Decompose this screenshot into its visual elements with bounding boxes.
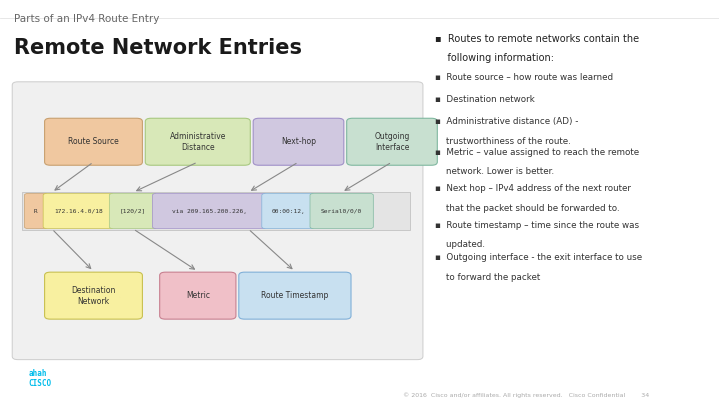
FancyBboxPatch shape	[12, 82, 423, 360]
Text: Next-hop: Next-hop	[281, 137, 316, 146]
Text: ▪  Administrative distance (AD) -: ▪ Administrative distance (AD) -	[435, 117, 579, 126]
Text: Route Timestamp: Route Timestamp	[261, 291, 328, 300]
FancyBboxPatch shape	[253, 118, 344, 165]
Text: trustworthiness of the route.: trustworthiness of the route.	[435, 137, 571, 146]
Text: that the packet should be forwarded to.: that the packet should be forwarded to.	[435, 204, 620, 213]
Text: Metric: Metric	[186, 291, 210, 300]
FancyBboxPatch shape	[347, 118, 437, 165]
Text: [120/2]: [120/2]	[120, 209, 146, 213]
Text: ahah
CISCO: ahah CISCO	[29, 369, 52, 388]
Text: updated.: updated.	[435, 240, 485, 249]
Text: Destination
Network: Destination Network	[71, 286, 116, 306]
Text: ▪  Next hop – IPv4 address of the next router: ▪ Next hop – IPv4 address of the next ro…	[435, 184, 631, 193]
FancyBboxPatch shape	[145, 118, 251, 165]
Text: ▪  Route source – how route was learned: ▪ Route source – how route was learned	[435, 73, 613, 82]
FancyBboxPatch shape	[22, 192, 410, 230]
FancyBboxPatch shape	[160, 272, 236, 319]
FancyBboxPatch shape	[45, 272, 143, 319]
Text: Outgoing
Interface: Outgoing Interface	[374, 132, 410, 152]
Text: following information:: following information:	[435, 53, 554, 63]
Text: Remote Network Entries: Remote Network Entries	[14, 38, 302, 58]
Text: 00:00:12,: 00:00:12,	[271, 209, 305, 213]
Text: Route Source: Route Source	[68, 137, 119, 146]
FancyBboxPatch shape	[262, 194, 315, 228]
FancyBboxPatch shape	[43, 194, 114, 228]
Text: 172.16.4.0/18: 172.16.4.0/18	[54, 209, 103, 213]
Text: Administrative
Distance: Administrative Distance	[170, 132, 226, 152]
Text: © 2016  Cisco and/or affiliates. All rights reserved.   Cisco Confidential      : © 2016 Cisco and/or affiliates. All righ…	[402, 392, 649, 398]
FancyBboxPatch shape	[239, 272, 351, 319]
FancyBboxPatch shape	[109, 194, 157, 228]
Text: ▪  Outgoing interface - the exit interface to use: ▪ Outgoing interface - the exit interfac…	[435, 253, 642, 262]
Text: to forward the packet: to forward the packet	[435, 273, 541, 281]
Text: Serial0/0/0: Serial0/0/0	[321, 209, 362, 213]
FancyBboxPatch shape	[24, 194, 48, 228]
Text: ▪  Destination network: ▪ Destination network	[435, 95, 535, 104]
Text: ▪  Route timestamp – time since the route was: ▪ Route timestamp – time since the route…	[435, 221, 639, 230]
Text: ▪  Routes to remote networks contain the: ▪ Routes to remote networks contain the	[435, 34, 639, 45]
FancyBboxPatch shape	[153, 194, 266, 228]
Text: Parts of an IPv4 Route Entry: Parts of an IPv4 Route Entry	[14, 14, 160, 24]
FancyBboxPatch shape	[310, 194, 373, 228]
Text: ▪  Metric – value assigned to reach the remote: ▪ Metric – value assigned to reach the r…	[435, 148, 639, 157]
Text: R: R	[34, 209, 38, 213]
Text: via 209.165.200.226,: via 209.165.200.226,	[172, 209, 247, 213]
FancyBboxPatch shape	[45, 118, 143, 165]
Text: network. Lower is better.: network. Lower is better.	[435, 167, 554, 176]
